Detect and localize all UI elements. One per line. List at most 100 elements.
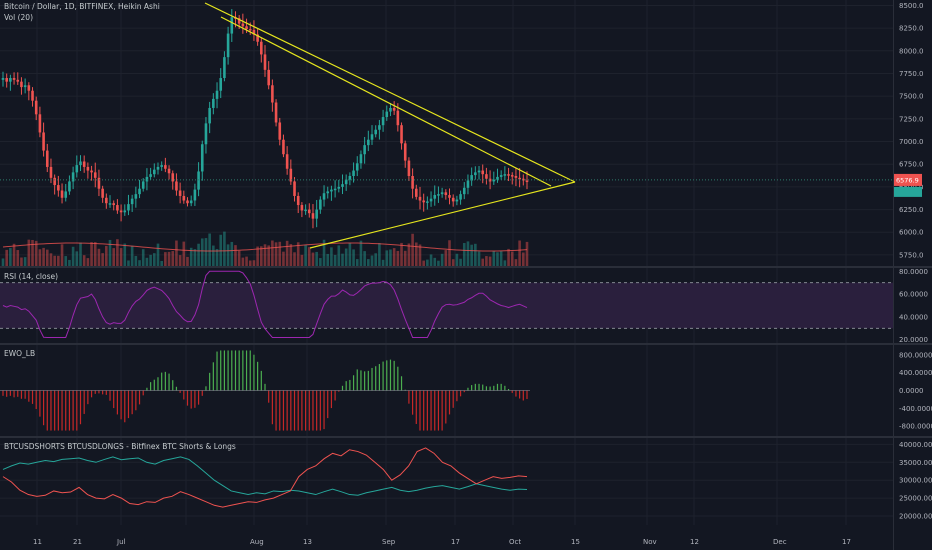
- volume-bar: [93, 242, 97, 267]
- volume-bar: [226, 244, 230, 267]
- volume-bar: [123, 243, 127, 267]
- rsi-tick-label: 60.0000: [899, 291, 928, 299]
- volume-bar: [448, 240, 451, 267]
- candle-body: [9, 78, 12, 82]
- volume-bar: [215, 249, 219, 267]
- candle-body: [492, 179, 496, 182]
- pane-separator[interactable]: [0, 266, 932, 268]
- volume-bar: [289, 244, 293, 267]
- volume-bar: [341, 253, 344, 267]
- volume-bar: [53, 255, 56, 267]
- candle-body: [274, 102, 278, 123]
- candle-body: [64, 191, 68, 198]
- candle-body: [167, 168, 171, 174]
- candle-body: [49, 166, 53, 178]
- volume-bar: [9, 248, 12, 267]
- volume-bar: [525, 241, 529, 267]
- candle-body: [403, 143, 407, 161]
- volume-bar: [82, 255, 86, 267]
- ewo-pane-title: EWO_LB: [4, 349, 36, 358]
- volume-bar: [164, 252, 167, 267]
- x-tick-label: 17: [451, 538, 460, 546]
- candle-body: [374, 129, 378, 135]
- ewo-tick-label: 0.0000: [899, 387, 924, 395]
- candle-body: [119, 210, 123, 213]
- x-tick-label: 17: [842, 538, 851, 546]
- candle-body: [370, 134, 374, 140]
- candle-body: [278, 122, 282, 140]
- volume-bar: [152, 253, 156, 267]
- volume-bar: [178, 255, 182, 267]
- volume-bar: [426, 259, 429, 267]
- rsi-band: [0, 282, 893, 329]
- volume-bar: [16, 250, 20, 267]
- volume-bar: [485, 256, 488, 267]
- candle-body: [16, 79, 20, 82]
- ewo-tick-label: -400.0000: [899, 405, 932, 413]
- volume-bar: [119, 248, 123, 267]
- candle-body: [322, 193, 326, 200]
- volume-bar: [374, 253, 378, 267]
- shorts-longs-pane-title: BTCUSDSHORTS BTCUSDLONGS - Bitfinex BTC …: [4, 442, 236, 451]
- shorts-tick-label: 35000.0000: [899, 459, 932, 467]
- volume-bar: [34, 240, 38, 267]
- volume-bar: [474, 243, 477, 267]
- volume-bar: [197, 243, 200, 267]
- volume-bar: [64, 256, 68, 267]
- volume-bar: [175, 240, 178, 267]
- volume-bar: [49, 253, 53, 267]
- candle-body: [448, 195, 451, 198]
- candle-body: [152, 169, 156, 175]
- volume-bar: [223, 231, 226, 267]
- volume-bar: [75, 251, 79, 267]
- volume-bar: [256, 246, 259, 267]
- candle-body: [1, 78, 5, 80]
- pane-separator[interactable]: [0, 343, 932, 345]
- volume-bar: [437, 260, 440, 267]
- candle-body: [5, 78, 8, 82]
- candle-body: [108, 203, 112, 205]
- candle-body: [407, 160, 411, 176]
- candle-body: [171, 173, 175, 182]
- volume-bar: [167, 251, 171, 267]
- candle-body: [101, 188, 104, 198]
- volume-bar: [193, 249, 197, 267]
- candle-body: [223, 57, 226, 79]
- volume-bar: [241, 257, 245, 267]
- candle-body: [27, 85, 31, 91]
- volume-bar: [422, 260, 425, 267]
- volume-bar: [488, 256, 492, 267]
- candle-body: [466, 180, 470, 188]
- volume-bar: [499, 251, 503, 267]
- volume-bar: [433, 257, 437, 267]
- price-pane-title: Bitcoin / Dollar, 1D, BITFINEX, Heikin A…: [4, 2, 160, 11]
- candle-body: [330, 189, 333, 192]
- candle-body: [481, 170, 485, 175]
- candle-body: [437, 194, 440, 196]
- volume-bar: [300, 254, 304, 267]
- x-tick-label: Dec: [773, 538, 787, 546]
- volume-bar: [307, 247, 311, 267]
- x-tick-label: Sep: [382, 538, 396, 546]
- price-axis-separator: [893, 0, 894, 550]
- upper-trendline: [204, 2, 576, 183]
- volume-bar: [481, 258, 485, 267]
- candle-body: [337, 186, 341, 189]
- candle-body: [267, 69, 270, 86]
- candle-body: [175, 181, 178, 191]
- volume-bar: [252, 260, 256, 267]
- volume-bar: [285, 240, 289, 267]
- candle-body: [296, 195, 300, 206]
- volume-bar: [344, 248, 348, 267]
- candle-body: [75, 165, 79, 173]
- pane-separator[interactable]: [0, 436, 932, 438]
- volume-bar: [237, 250, 241, 267]
- volume-bar: [212, 245, 215, 267]
- x-tick-label: Nov: [643, 538, 657, 546]
- price-tick-label: 7750.0: [899, 70, 924, 78]
- shorts-line: [2, 447, 528, 508]
- volume-bar: [245, 256, 248, 267]
